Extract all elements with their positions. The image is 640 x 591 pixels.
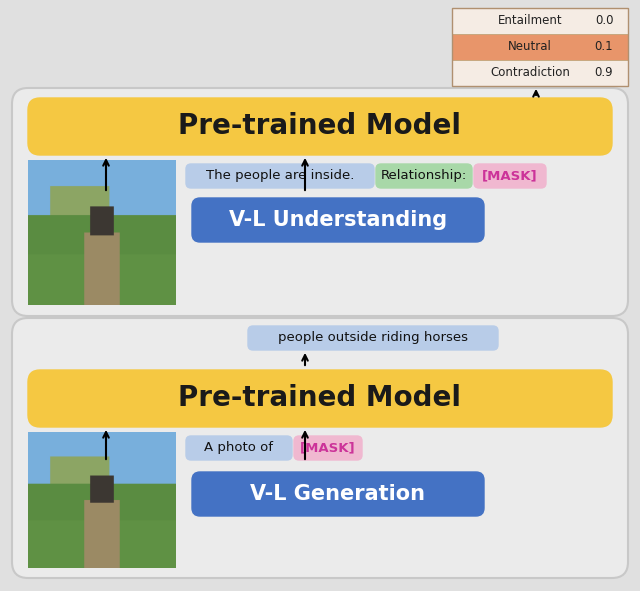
Text: V-L Understanding: V-L Understanding — [229, 210, 447, 230]
Text: [MASK]: [MASK] — [482, 170, 538, 183]
Text: Pre-trained Model: Pre-trained Model — [179, 385, 461, 413]
FancyBboxPatch shape — [452, 34, 628, 60]
Text: Relationship:: Relationship: — [381, 170, 467, 183]
Text: V-L Generation: V-L Generation — [250, 484, 426, 504]
FancyBboxPatch shape — [28, 370, 612, 427]
Text: Entailment: Entailment — [498, 15, 563, 28]
FancyBboxPatch shape — [12, 88, 628, 316]
Text: 0.9: 0.9 — [595, 67, 613, 80]
Text: people outside riding horses: people outside riding horses — [278, 332, 468, 345]
FancyBboxPatch shape — [192, 198, 484, 242]
Text: Neutral: Neutral — [508, 41, 552, 54]
Text: Pre-trained Model: Pre-trained Model — [179, 112, 461, 141]
FancyBboxPatch shape — [452, 60, 628, 86]
Text: [MASK]: [MASK] — [300, 441, 356, 454]
FancyBboxPatch shape — [186, 164, 374, 188]
FancyBboxPatch shape — [376, 164, 472, 188]
Text: Contradiction: Contradiction — [490, 67, 570, 80]
Text: 0.1: 0.1 — [595, 41, 613, 54]
Text: The people are inside.: The people are inside. — [206, 170, 354, 183]
FancyBboxPatch shape — [28, 98, 612, 155]
FancyBboxPatch shape — [12, 318, 628, 578]
FancyBboxPatch shape — [474, 164, 546, 188]
FancyBboxPatch shape — [186, 436, 292, 460]
FancyBboxPatch shape — [248, 326, 498, 350]
FancyBboxPatch shape — [294, 436, 362, 460]
FancyBboxPatch shape — [192, 472, 484, 516]
Text: 0.0: 0.0 — [595, 15, 613, 28]
FancyBboxPatch shape — [452, 8, 628, 34]
Text: A photo of: A photo of — [205, 441, 273, 454]
